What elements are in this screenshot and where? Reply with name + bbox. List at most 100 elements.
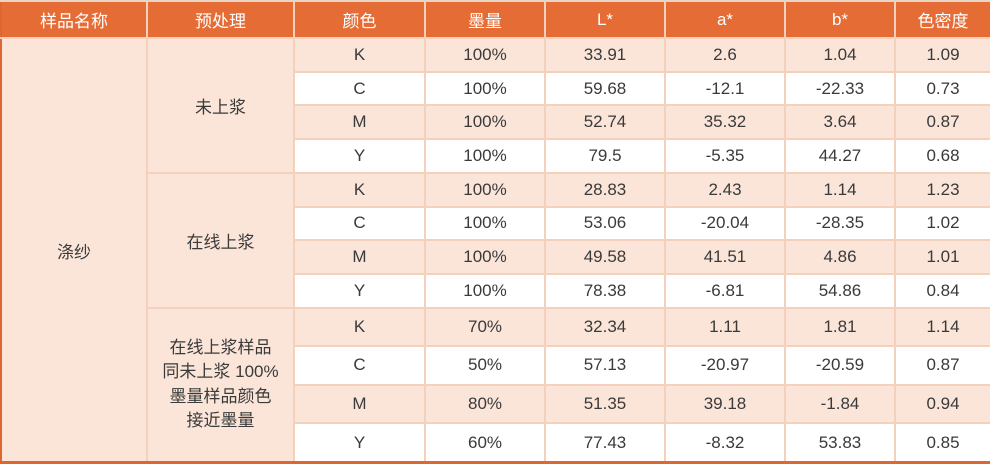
table-row: Y 100% 78.38 -6.81 54.86 0.84 bbox=[1, 272, 990, 309]
pretreatment-cell-unsized: 未上浆 bbox=[146, 37, 295, 174]
color-cell: Y bbox=[293, 272, 426, 309]
pretreatment-multiline-text: 在线上浆样品 同未上浆 100% 墨量样品颜色 接近墨量 bbox=[162, 337, 279, 431]
color-cell: Y bbox=[293, 138, 426, 174]
color-cell: K bbox=[293, 171, 426, 208]
header-l-star: L* bbox=[544, 0, 666, 39]
color-cell: K bbox=[293, 37, 426, 73]
table-row: C 50% 57.13 -20.97 -20.59 0.87 bbox=[1, 345, 990, 386]
ink-cell: 100% bbox=[424, 138, 546, 174]
table-row: M 80% 51.35 39.18 -1.84 0.94 bbox=[1, 383, 990, 425]
l-cell: 78.38 bbox=[544, 272, 666, 309]
color-cell: C bbox=[293, 345, 426, 386]
ink-cell: 100% bbox=[424, 37, 546, 73]
table-row: Y 60% 77.43 -8.32 53.83 0.85 bbox=[1, 422, 990, 464]
ink-cell: 60% bbox=[424, 422, 546, 464]
header-sample-name: 样品名称 bbox=[0, 0, 148, 39]
l-cell: 33.91 bbox=[544, 37, 666, 73]
color-cell: C bbox=[293, 205, 426, 242]
density-cell: 0.73 bbox=[894, 70, 990, 107]
a-cell: 2.43 bbox=[664, 171, 786, 208]
ink-cell: 100% bbox=[424, 239, 546, 275]
l-cell: 52.74 bbox=[544, 104, 666, 141]
a-cell: -5.35 bbox=[664, 138, 786, 174]
sample-name-cell: 涤纱 bbox=[0, 37, 148, 464]
color-cell: M bbox=[293, 239, 426, 275]
header-pretreatment: 预处理 bbox=[146, 0, 295, 39]
a-cell: 35.32 bbox=[664, 104, 786, 141]
density-cell: 1.02 bbox=[894, 205, 990, 242]
l-cell: 53.06 bbox=[544, 205, 666, 242]
ink-cell: 50% bbox=[424, 345, 546, 386]
color-cell: M bbox=[293, 383, 426, 425]
table-header-row: 样品名称 预处理 颜色 墨量 L* a* b* 色密度 bbox=[0, 0, 990, 39]
ink-cell: 70% bbox=[424, 306, 546, 348]
ink-cell: 100% bbox=[424, 70, 546, 107]
b-cell: -22.33 bbox=[784, 70, 896, 107]
b-cell: -20.59 bbox=[784, 345, 896, 386]
density-cell: 1.23 bbox=[894, 171, 990, 208]
l-cell: 79.5 bbox=[544, 138, 666, 174]
table-body: 涤纱 未上浆 K 100% 33.91 2.6 1.04 1.09 C 100%… bbox=[0, 37, 990, 464]
color-cell: Y bbox=[293, 422, 426, 464]
density-cell: 0.84 bbox=[894, 272, 990, 309]
header-b-star: b* bbox=[784, 0, 896, 39]
table-row: Y 100% 79.5 -5.35 44.27 0.68 bbox=[1, 138, 990, 174]
l-cell: 57.13 bbox=[544, 345, 666, 386]
density-cell: 1.14 bbox=[894, 306, 990, 348]
header-a-star: a* bbox=[664, 0, 786, 39]
density-cell: 0.68 bbox=[894, 138, 990, 174]
pretreatment-cell-online-sized: 在线上浆 bbox=[146, 171, 295, 309]
b-cell: 1.81 bbox=[784, 306, 896, 348]
table-row: 在线上浆样品 同未上浆 100% 墨量样品颜色 接近墨量 K 70% 32.34… bbox=[1, 306, 990, 464]
b-cell: 53.83 bbox=[784, 422, 896, 464]
table-row: 涤纱 未上浆 K 100% 33.91 2.6 1.04 1.09 bbox=[0, 37, 990, 464]
ink-cell: 100% bbox=[424, 205, 546, 242]
density-cell: 0.94 bbox=[894, 383, 990, 425]
pretreatment-cell-matched-ink: 在线上浆样品 同未上浆 100% 墨量样品颜色 接近墨量 bbox=[146, 306, 295, 464]
table-row: C 100% 59.68 -12.1 -22.33 0.73 bbox=[1, 70, 990, 107]
a-cell: -20.04 bbox=[664, 205, 786, 242]
b-cell: 4.86 bbox=[784, 239, 896, 275]
l-cell: 28.83 bbox=[544, 171, 666, 208]
ink-cell: 100% bbox=[424, 104, 546, 141]
ink-cell: 100% bbox=[424, 272, 546, 309]
table-row: C 100% 53.06 -20.04 -28.35 1.02 bbox=[1, 205, 990, 242]
b-cell: 3.64 bbox=[784, 104, 896, 141]
density-cell: 0.87 bbox=[894, 345, 990, 386]
density-cell: 0.85 bbox=[894, 422, 990, 464]
density-cell: 1.01 bbox=[894, 239, 990, 275]
b-cell: -28.35 bbox=[784, 205, 896, 242]
table-row: M 100% 52.74 35.32 3.64 0.87 bbox=[1, 104, 990, 141]
a-cell: 41.51 bbox=[664, 239, 786, 275]
l-cell: 49.58 bbox=[544, 239, 666, 275]
a-cell: -6.81 bbox=[664, 272, 786, 309]
color-cell: C bbox=[293, 70, 426, 107]
a-cell: 2.6 bbox=[664, 37, 786, 73]
header-color: 颜色 bbox=[293, 0, 426, 39]
ink-cell: 100% bbox=[424, 171, 546, 208]
a-cell: -8.32 bbox=[664, 422, 786, 464]
b-cell: 1.04 bbox=[784, 37, 896, 73]
density-cell: 0.87 bbox=[894, 104, 990, 141]
b-cell: 54.86 bbox=[784, 272, 896, 309]
color-cell: M bbox=[293, 104, 426, 141]
density-cell: 1.09 bbox=[894, 37, 990, 73]
a-cell: -12.1 bbox=[664, 70, 786, 107]
header-density: 色密度 bbox=[894, 0, 990, 39]
l-cell: 59.68 bbox=[544, 70, 666, 107]
a-cell: -20.97 bbox=[664, 345, 786, 386]
a-cell: 1.11 bbox=[664, 306, 786, 348]
ink-cell: 80% bbox=[424, 383, 546, 425]
l-cell: 77.43 bbox=[544, 422, 666, 464]
b-cell: 44.27 bbox=[784, 138, 896, 174]
b-cell: -1.84 bbox=[784, 383, 896, 425]
l-cell: 32.34 bbox=[544, 306, 666, 348]
l-cell: 51.35 bbox=[544, 383, 666, 425]
color-cell: K bbox=[293, 306, 426, 348]
b-cell: 1.14 bbox=[784, 171, 896, 208]
header-ink-amount: 墨量 bbox=[424, 0, 546, 39]
a-cell: 39.18 bbox=[664, 383, 786, 425]
table-row: 在线上浆 K 100% 28.83 2.43 1.14 1.23 bbox=[1, 171, 990, 309]
table-row: M 100% 49.58 41.51 4.86 1.01 bbox=[1, 239, 990, 275]
